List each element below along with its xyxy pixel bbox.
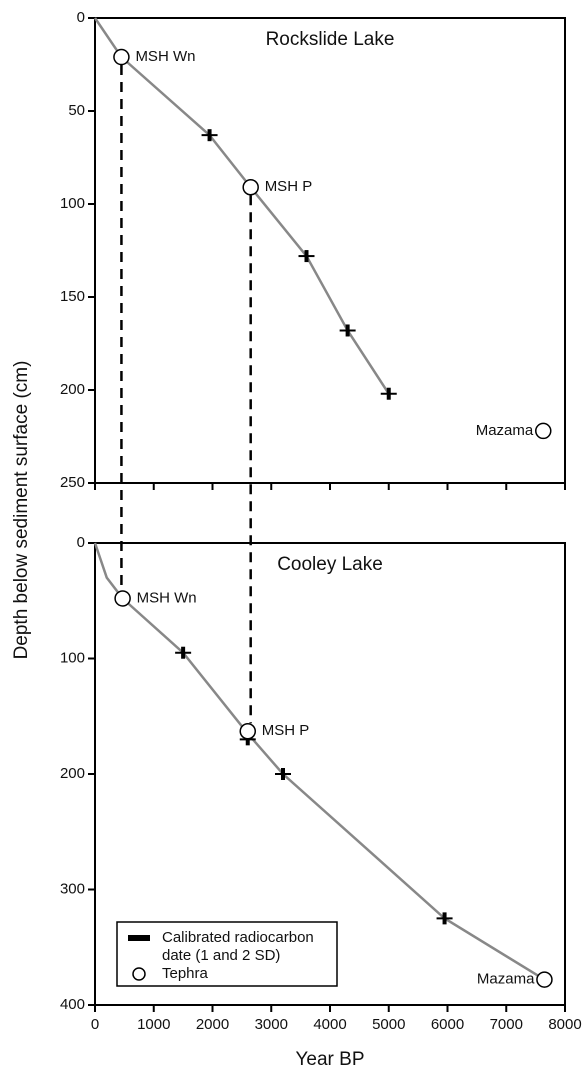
age-model-curve bbox=[93, 17, 390, 395]
legend-box bbox=[116, 921, 338, 987]
tephra-label: Mazama bbox=[476, 422, 534, 439]
date-marker bbox=[304, 250, 309, 263]
y-tick-label: 150 bbox=[60, 288, 85, 305]
tephra-label: MSH Wn bbox=[135, 48, 195, 65]
legend-tephra-symbol bbox=[132, 967, 146, 981]
panel-title: Cooley Lake bbox=[277, 554, 383, 575]
y-tick-label: 300 bbox=[60, 880, 85, 897]
age-model-curve bbox=[93, 542, 546, 981]
legend-label: Calibrated radiocarbon bbox=[162, 929, 314, 946]
x-axis-title: Year BP bbox=[295, 1049, 364, 1070]
y-tick-label: 200 bbox=[60, 381, 85, 398]
date-marker bbox=[442, 912, 447, 925]
legend-label: Tephra bbox=[162, 965, 209, 982]
tephra-label: Mazama bbox=[477, 971, 535, 988]
y-tick-label: 200 bbox=[60, 765, 85, 782]
tephra-marker bbox=[113, 48, 130, 66]
x-tick-label: 0 bbox=[91, 1016, 99, 1033]
x-tick-label: 4000 bbox=[313, 1016, 346, 1033]
date-marker bbox=[207, 129, 212, 142]
x-tick-label: 1000 bbox=[137, 1016, 170, 1033]
y-tick-label: 50 bbox=[68, 102, 85, 119]
x-tick-label: 5000 bbox=[372, 1016, 405, 1033]
date-marker bbox=[386, 387, 391, 400]
y-axis-title: Depth below sediment surface (cm) bbox=[11, 361, 32, 660]
tephra-marker bbox=[242, 179, 259, 196]
x-tick-label: 3000 bbox=[255, 1016, 288, 1033]
y-tick-label: 100 bbox=[60, 195, 85, 212]
plot-frame bbox=[94, 17, 566, 484]
tephra-marker bbox=[239, 723, 256, 740]
tephra-marker bbox=[535, 422, 552, 440]
tephra-marker bbox=[114, 590, 131, 607]
panel-title: Rockslide Lake bbox=[266, 29, 395, 50]
tephra-label: MSH P bbox=[265, 178, 313, 195]
date-marker bbox=[181, 646, 186, 659]
x-tick-label: 2000 bbox=[196, 1016, 229, 1033]
y-tick-label: 100 bbox=[60, 649, 85, 666]
y-tick-label: 400 bbox=[60, 996, 85, 1013]
date-marker bbox=[345, 324, 350, 337]
y-tick-label: 0 bbox=[77, 534, 85, 551]
x-tick-label: 6000 bbox=[431, 1016, 464, 1033]
legend-label: date (1 and 2 SD) bbox=[162, 947, 280, 964]
y-tick-label: 250 bbox=[60, 474, 85, 491]
tephra-label: MSH P bbox=[262, 722, 310, 739]
tephra-marker bbox=[536, 971, 553, 988]
y-tick-label: 0 bbox=[77, 9, 85, 26]
date-marker bbox=[281, 768, 285, 780]
tephra-label: MSH Wn bbox=[137, 589, 197, 606]
x-tick-label: 7000 bbox=[490, 1016, 523, 1033]
x-tick-label: 8000 bbox=[548, 1016, 581, 1033]
